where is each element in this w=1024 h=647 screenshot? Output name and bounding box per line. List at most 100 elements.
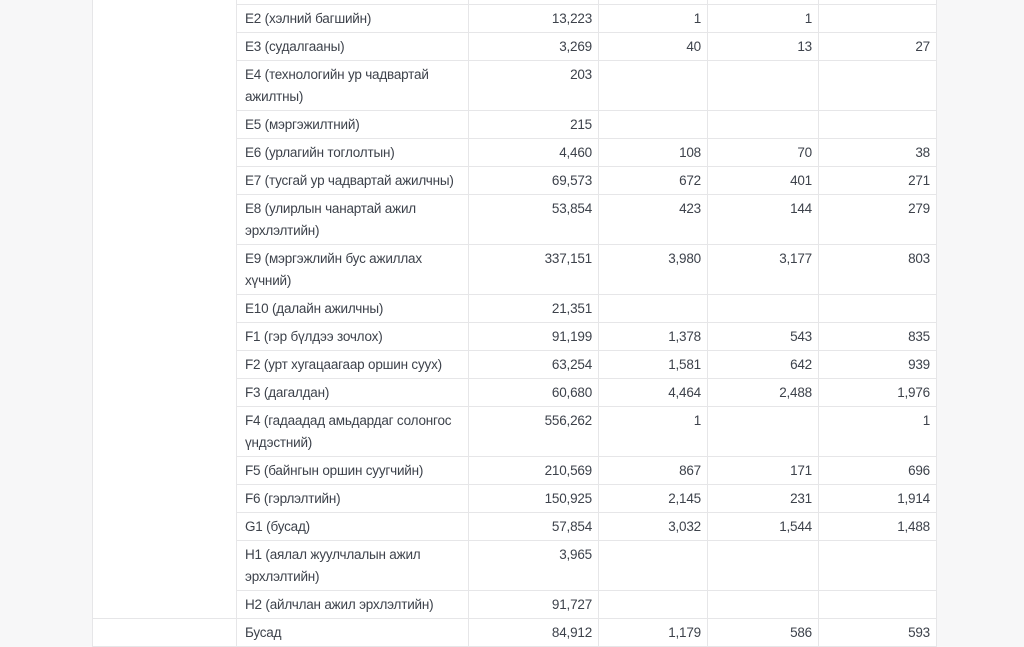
value-cell: 3,965	[468, 539, 599, 591]
value-cell: 1,581	[598, 349, 708, 379]
value-cell	[707, 589, 819, 619]
value-cell: 13,223	[468, 3, 599, 33]
table-row: F3 (дагалдан) 60,680 4,464 2,488 1,976	[93, 377, 937, 407]
value-cell: 3,980	[598, 243, 708, 295]
value-cell	[818, 3, 937, 33]
value-cell: 696	[818, 455, 937, 485]
category-cell: H1 (аялал жуулчлалын ажил эрхлэлтийн)	[236, 539, 469, 591]
group-spanner-cell	[92, 617, 237, 647]
value-cell: 3,177	[707, 243, 819, 295]
value-cell: 835	[818, 321, 937, 351]
value-cell	[818, 293, 937, 323]
value-cell: 279	[818, 193, 937, 245]
value-cell: 337,151	[468, 243, 599, 295]
value-cell: 144	[707, 193, 819, 245]
table-row: F1 (гэр бүлдээ зочлох) 91,199 1,378 543 835	[93, 321, 937, 351]
value-cell: 1,914	[818, 483, 937, 513]
category-cell: Бусад	[236, 617, 469, 647]
value-cell: 1	[598, 405, 708, 457]
value-cell: 939	[818, 349, 937, 379]
value-cell: 38	[818, 137, 937, 167]
value-cell: 91,727	[468, 589, 599, 619]
value-cell	[598, 293, 708, 323]
value-cell	[598, 109, 708, 139]
value-cell: 69,573	[468, 165, 599, 195]
value-cell	[707, 59, 819, 111]
value-cell	[707, 293, 819, 323]
value-cell: 53,854	[468, 193, 599, 245]
value-cell: 70	[707, 137, 819, 167]
category-cell: F2 (урт хугацаагаар оршин суух)	[236, 349, 469, 379]
value-cell: 91,199	[468, 321, 599, 351]
value-cell	[707, 405, 819, 457]
value-cell: 3,269	[468, 31, 599, 61]
value-cell: 21,351	[468, 293, 599, 323]
value-cell: 672	[598, 165, 708, 195]
category-cell: E2 (хэлний багшийн)	[236, 3, 469, 33]
table-row: E9 (мэргэжлийн бус ажиллах хүчний) 337,15…	[93, 243, 937, 295]
value-cell: 2,145	[598, 483, 708, 513]
value-cell: 215	[468, 109, 599, 139]
value-cell	[598, 539, 708, 591]
value-cell: 642	[707, 349, 819, 379]
value-cell: 1	[598, 3, 708, 33]
value-cell: 150,925	[468, 483, 599, 513]
value-cell: 210,569	[468, 455, 599, 485]
value-cell	[598, 59, 708, 111]
value-cell: 4,464	[598, 377, 708, 407]
value-cell: 84,912	[468, 617, 599, 647]
value-cell: 171	[707, 455, 819, 485]
value-cell: 271	[818, 165, 937, 195]
category-cell: H2 (айлчлан ажил эрхлэлтийн)	[236, 589, 469, 619]
visa-status-table: E2 (хэлний багшийн) 13,223 1 1 E3 (судалгаан…	[92, 0, 937, 647]
value-cell: 401	[707, 165, 819, 195]
category-cell: F6 (гэрлэлтийн)	[236, 483, 469, 513]
table-row: E3 (судалгааны) 3,269 40 13 27	[93, 31, 937, 61]
value-cell: 63,254	[468, 349, 599, 379]
category-cell: E5 (мэргэжилтний)	[236, 109, 469, 139]
category-cell: E9 (мэргэжлийн бус ажиллах хүчний)	[236, 243, 469, 295]
category-cell: E4 (технологийн ур чадвартай ажилтны)	[236, 59, 469, 111]
category-cell: F5 (байнгын оршин суугчийн)	[236, 455, 469, 485]
value-cell: 4,460	[468, 137, 599, 167]
table-row: E7 (тусгай ур чадвартай ажилчны) 69,573 67…	[93, 165, 937, 195]
value-cell	[818, 539, 937, 591]
value-cell: 1	[818, 405, 937, 457]
table-row: Бусад 84,912 1,179 586 593	[92, 617, 937, 647]
value-cell: 231	[707, 483, 819, 513]
category-cell: G1 (бусад)	[236, 511, 469, 541]
value-cell: 1	[707, 3, 819, 33]
category-cell: E6 (урлагийн тоглолтын)	[236, 137, 469, 167]
value-cell: 2,488	[707, 377, 819, 407]
category-cell: E10 (далайн ажилчны)	[236, 293, 469, 323]
category-cell: E7 (тусгай ур чадвартай ажилчны)	[236, 165, 469, 195]
value-cell: 57,854	[468, 511, 599, 541]
category-cell: F1 (гэр бүлдээ зочлох)	[236, 321, 469, 351]
value-cell: 3,032	[598, 511, 708, 541]
value-cell	[707, 539, 819, 591]
value-cell: 40	[598, 31, 708, 61]
table-row: F6 (гэрлэлтийн) 150,925 2,145 231 1,914	[93, 483, 937, 513]
table-row: E10 (далайн ажилчны) 21,351	[93, 293, 937, 323]
table-row: E5 (мэргэжилтний) 215	[93, 109, 937, 139]
table-row: E4 (технологийн ур чадвартай ажилтны) 203	[93, 59, 937, 111]
value-cell: 803	[818, 243, 937, 295]
table-row: F5 (байнгын оршин суугчийн) 210,569 867 171…	[93, 455, 937, 485]
value-cell: 13	[707, 31, 819, 61]
category-cell: F3 (дагалдан)	[236, 377, 469, 407]
value-cell: 108	[598, 137, 708, 167]
category-cell: E3 (судалгааны)	[236, 31, 469, 61]
table-row: E8 (улирлын чанартай ажил эрхлэлтийн) 53,…	[93, 193, 937, 245]
value-cell: 60,680	[468, 377, 599, 407]
value-cell: 543	[707, 321, 819, 351]
partial-row-cutoff	[92, 0, 937, 619]
value-cell: 1,976	[818, 377, 937, 407]
table-row: F4 (гадаадад амьдардаг солонгос үндэстни…	[93, 405, 937, 457]
table-row: G1 (бусад) 57,854 3,032 1,544 1,488	[93, 511, 937, 541]
value-cell	[707, 109, 819, 139]
value-cell: 586	[707, 617, 819, 647]
table-row: H2 (айлчлан ажил эрхлэлтийн) 91,727	[93, 589, 937, 619]
value-cell	[818, 589, 937, 619]
group-spanner-cell	[92, 0, 237, 619]
